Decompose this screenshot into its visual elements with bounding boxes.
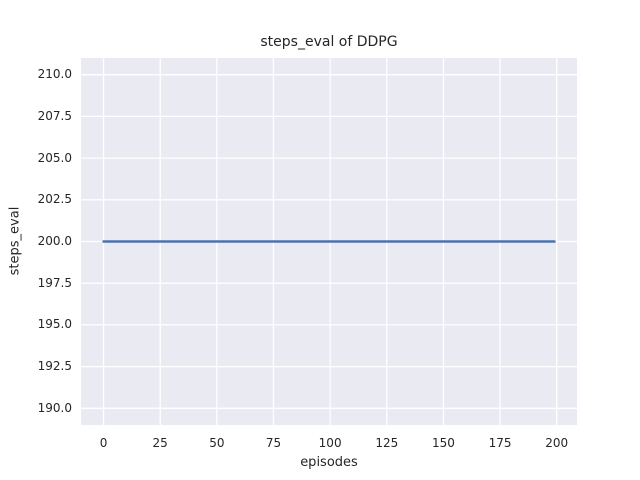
y-tick-label: 195.0: [37, 317, 72, 332]
y-tick-label: 207.5: [37, 108, 72, 123]
y-tick-label: 202.5: [37, 192, 72, 207]
x-tick-label: 150: [431, 436, 455, 450]
x-axis-label: episodes: [300, 455, 358, 470]
x-tick-label: 0: [99, 436, 108, 450]
y-tick-label: 210.0: [37, 67, 72, 82]
x-tick-label: 100: [318, 436, 342, 450]
x-tick-label: 75: [265, 436, 282, 450]
plot-area: [81, 58, 577, 425]
x-tick-label: 25: [152, 436, 168, 450]
y-tick-label: 197.5: [37, 275, 72, 290]
chart-title: steps_eval of DDPG: [260, 34, 398, 50]
x-tick-label: 175: [488, 436, 512, 450]
y-tick-label: 190.0: [37, 400, 72, 415]
y-tick-label: 205.0: [37, 150, 72, 165]
y-tick-label: 200.0: [37, 234, 72, 248]
plot-svg: [81, 58, 577, 425]
x-tick-label: 200: [545, 436, 569, 450]
x-tick-label: 125: [375, 436, 399, 450]
y-tick-label: 192.5: [37, 359, 72, 374]
x-tick-label: 50: [209, 436, 225, 450]
